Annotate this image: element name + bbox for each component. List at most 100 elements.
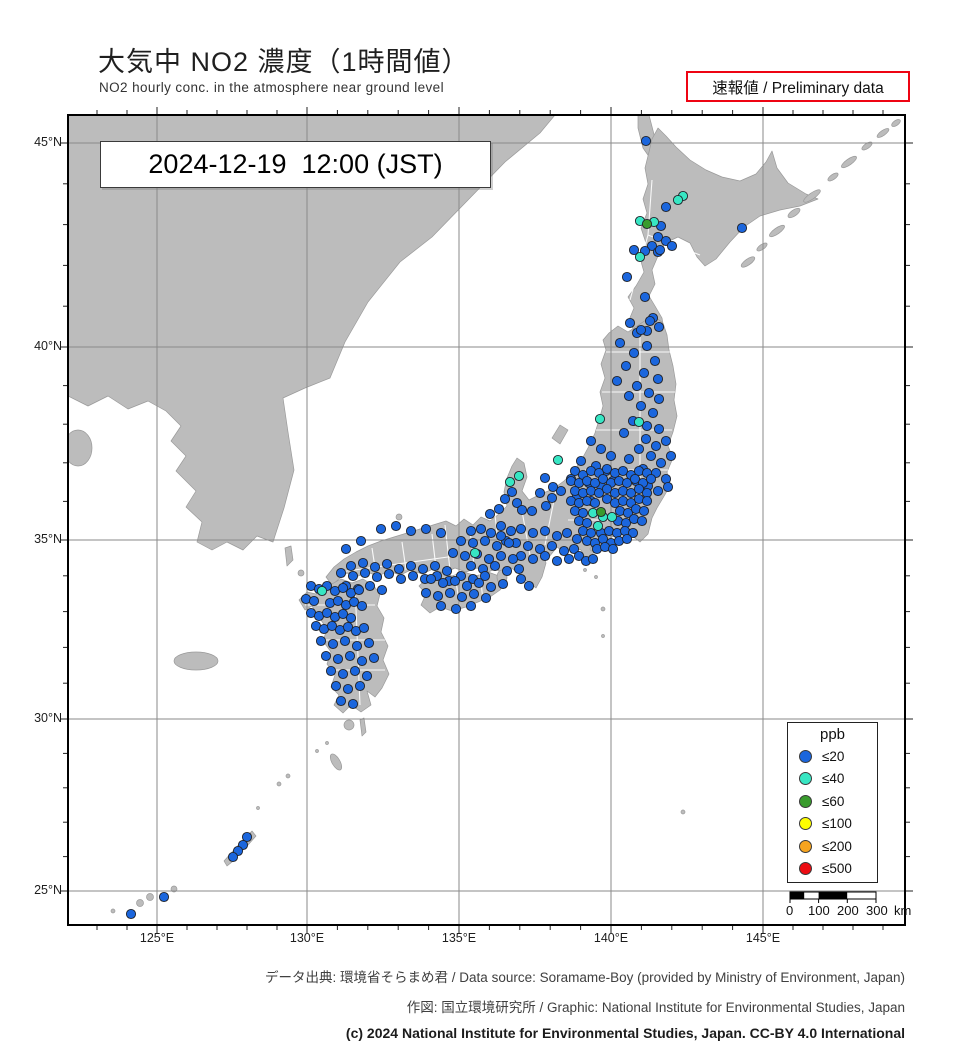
legend-dot-icon xyxy=(799,817,812,831)
station-dot xyxy=(361,670,373,682)
station-dot xyxy=(569,465,581,477)
station-dot xyxy=(635,400,647,412)
station-dot xyxy=(485,527,497,539)
station-dot xyxy=(546,540,558,552)
station-dot xyxy=(450,603,462,615)
station-dot xyxy=(354,680,366,692)
station-dot xyxy=(485,581,497,593)
station-dot xyxy=(633,443,645,455)
station-dot xyxy=(348,596,360,608)
station-dot xyxy=(468,588,480,600)
station-dot xyxy=(523,580,535,592)
station-dot xyxy=(653,393,665,405)
station-dot xyxy=(665,450,677,462)
lat-label: 25°N xyxy=(34,883,62,897)
station-dot xyxy=(342,621,354,633)
station-dot xyxy=(420,587,432,599)
station-dot xyxy=(339,635,351,647)
legend-item-label: ≤500 xyxy=(822,861,852,877)
station-dot xyxy=(465,525,477,537)
station-dot xyxy=(469,547,481,559)
station-dot xyxy=(653,321,665,333)
copyright-line: (c) 2024 National Institute for Environm… xyxy=(345,1025,905,1041)
station-dot xyxy=(660,435,672,447)
station-dot xyxy=(390,520,402,532)
legend-title: ppb xyxy=(819,726,846,743)
legend-item: ≤20 xyxy=(788,745,877,768)
station-dot xyxy=(539,472,551,484)
station-dot xyxy=(585,527,597,539)
station-dot xyxy=(501,565,513,577)
legend-item: ≤200 xyxy=(788,835,877,858)
station-dot xyxy=(628,244,640,256)
station-dot xyxy=(125,908,137,920)
station-dot xyxy=(589,497,601,509)
station-dot xyxy=(321,607,333,619)
lat-label: 35°N xyxy=(34,532,62,546)
station-dot xyxy=(624,317,636,329)
station-dot xyxy=(595,443,607,455)
station-dot xyxy=(364,580,376,592)
legend-dot-icon xyxy=(799,772,812,786)
station-dot xyxy=(504,476,516,488)
station-dot xyxy=(551,555,563,567)
station-dot xyxy=(357,557,369,569)
station-dot xyxy=(371,571,383,583)
station-dot xyxy=(316,585,328,597)
station-dot xyxy=(342,683,354,695)
station-dot xyxy=(347,570,359,582)
station-dot xyxy=(587,553,599,565)
station-dot xyxy=(606,511,618,523)
station-dot xyxy=(351,640,363,652)
station-dot xyxy=(489,560,501,572)
legend-item: ≤60 xyxy=(788,790,877,813)
station-dot xyxy=(332,653,344,665)
station-dot xyxy=(337,582,349,594)
station-dot xyxy=(639,291,651,303)
station-dot xyxy=(480,592,492,604)
station-dot xyxy=(662,481,674,493)
station-dot xyxy=(534,487,546,499)
station-dot xyxy=(643,387,655,399)
station-dot xyxy=(571,533,583,545)
station-dot xyxy=(432,590,444,602)
station-dot xyxy=(539,550,551,562)
station-dot xyxy=(597,473,609,485)
station-dot xyxy=(552,454,564,466)
station-dot xyxy=(344,650,356,662)
mainland-asia xyxy=(68,115,556,551)
station-dot xyxy=(644,315,656,327)
station-dot xyxy=(516,504,528,516)
station-dot xyxy=(435,600,447,612)
legend-dot-icon xyxy=(799,794,812,808)
station-dot xyxy=(653,423,665,435)
station-dot xyxy=(589,477,601,489)
station-dot xyxy=(381,558,393,570)
station-dot xyxy=(405,525,417,537)
legend-dot-icon xyxy=(799,862,812,876)
station-dot xyxy=(527,527,539,539)
page-title: 大気中 NO2 濃度（1時間値） xyxy=(98,47,470,77)
station-dot xyxy=(601,493,613,505)
station-dot xyxy=(467,537,479,549)
station-dot xyxy=(601,483,613,495)
station-dot xyxy=(736,222,748,234)
station-dot xyxy=(425,573,437,585)
station-dot xyxy=(449,575,461,587)
station-dot xyxy=(650,440,662,452)
station-dot xyxy=(618,427,630,439)
station-dot xyxy=(345,560,357,572)
station-dot xyxy=(363,637,375,649)
station-dot xyxy=(495,550,507,562)
station-dot xyxy=(561,527,573,539)
scale-bar: 0 100 200 300 km xyxy=(783,889,913,923)
station-dot xyxy=(611,375,623,387)
station-dot xyxy=(649,355,661,367)
station-dot xyxy=(479,570,491,582)
station-dot xyxy=(335,695,347,707)
station-dot xyxy=(620,360,632,372)
legend-item: ≤500 xyxy=(788,858,877,881)
station-dot xyxy=(326,620,338,632)
station-dot xyxy=(522,540,534,552)
